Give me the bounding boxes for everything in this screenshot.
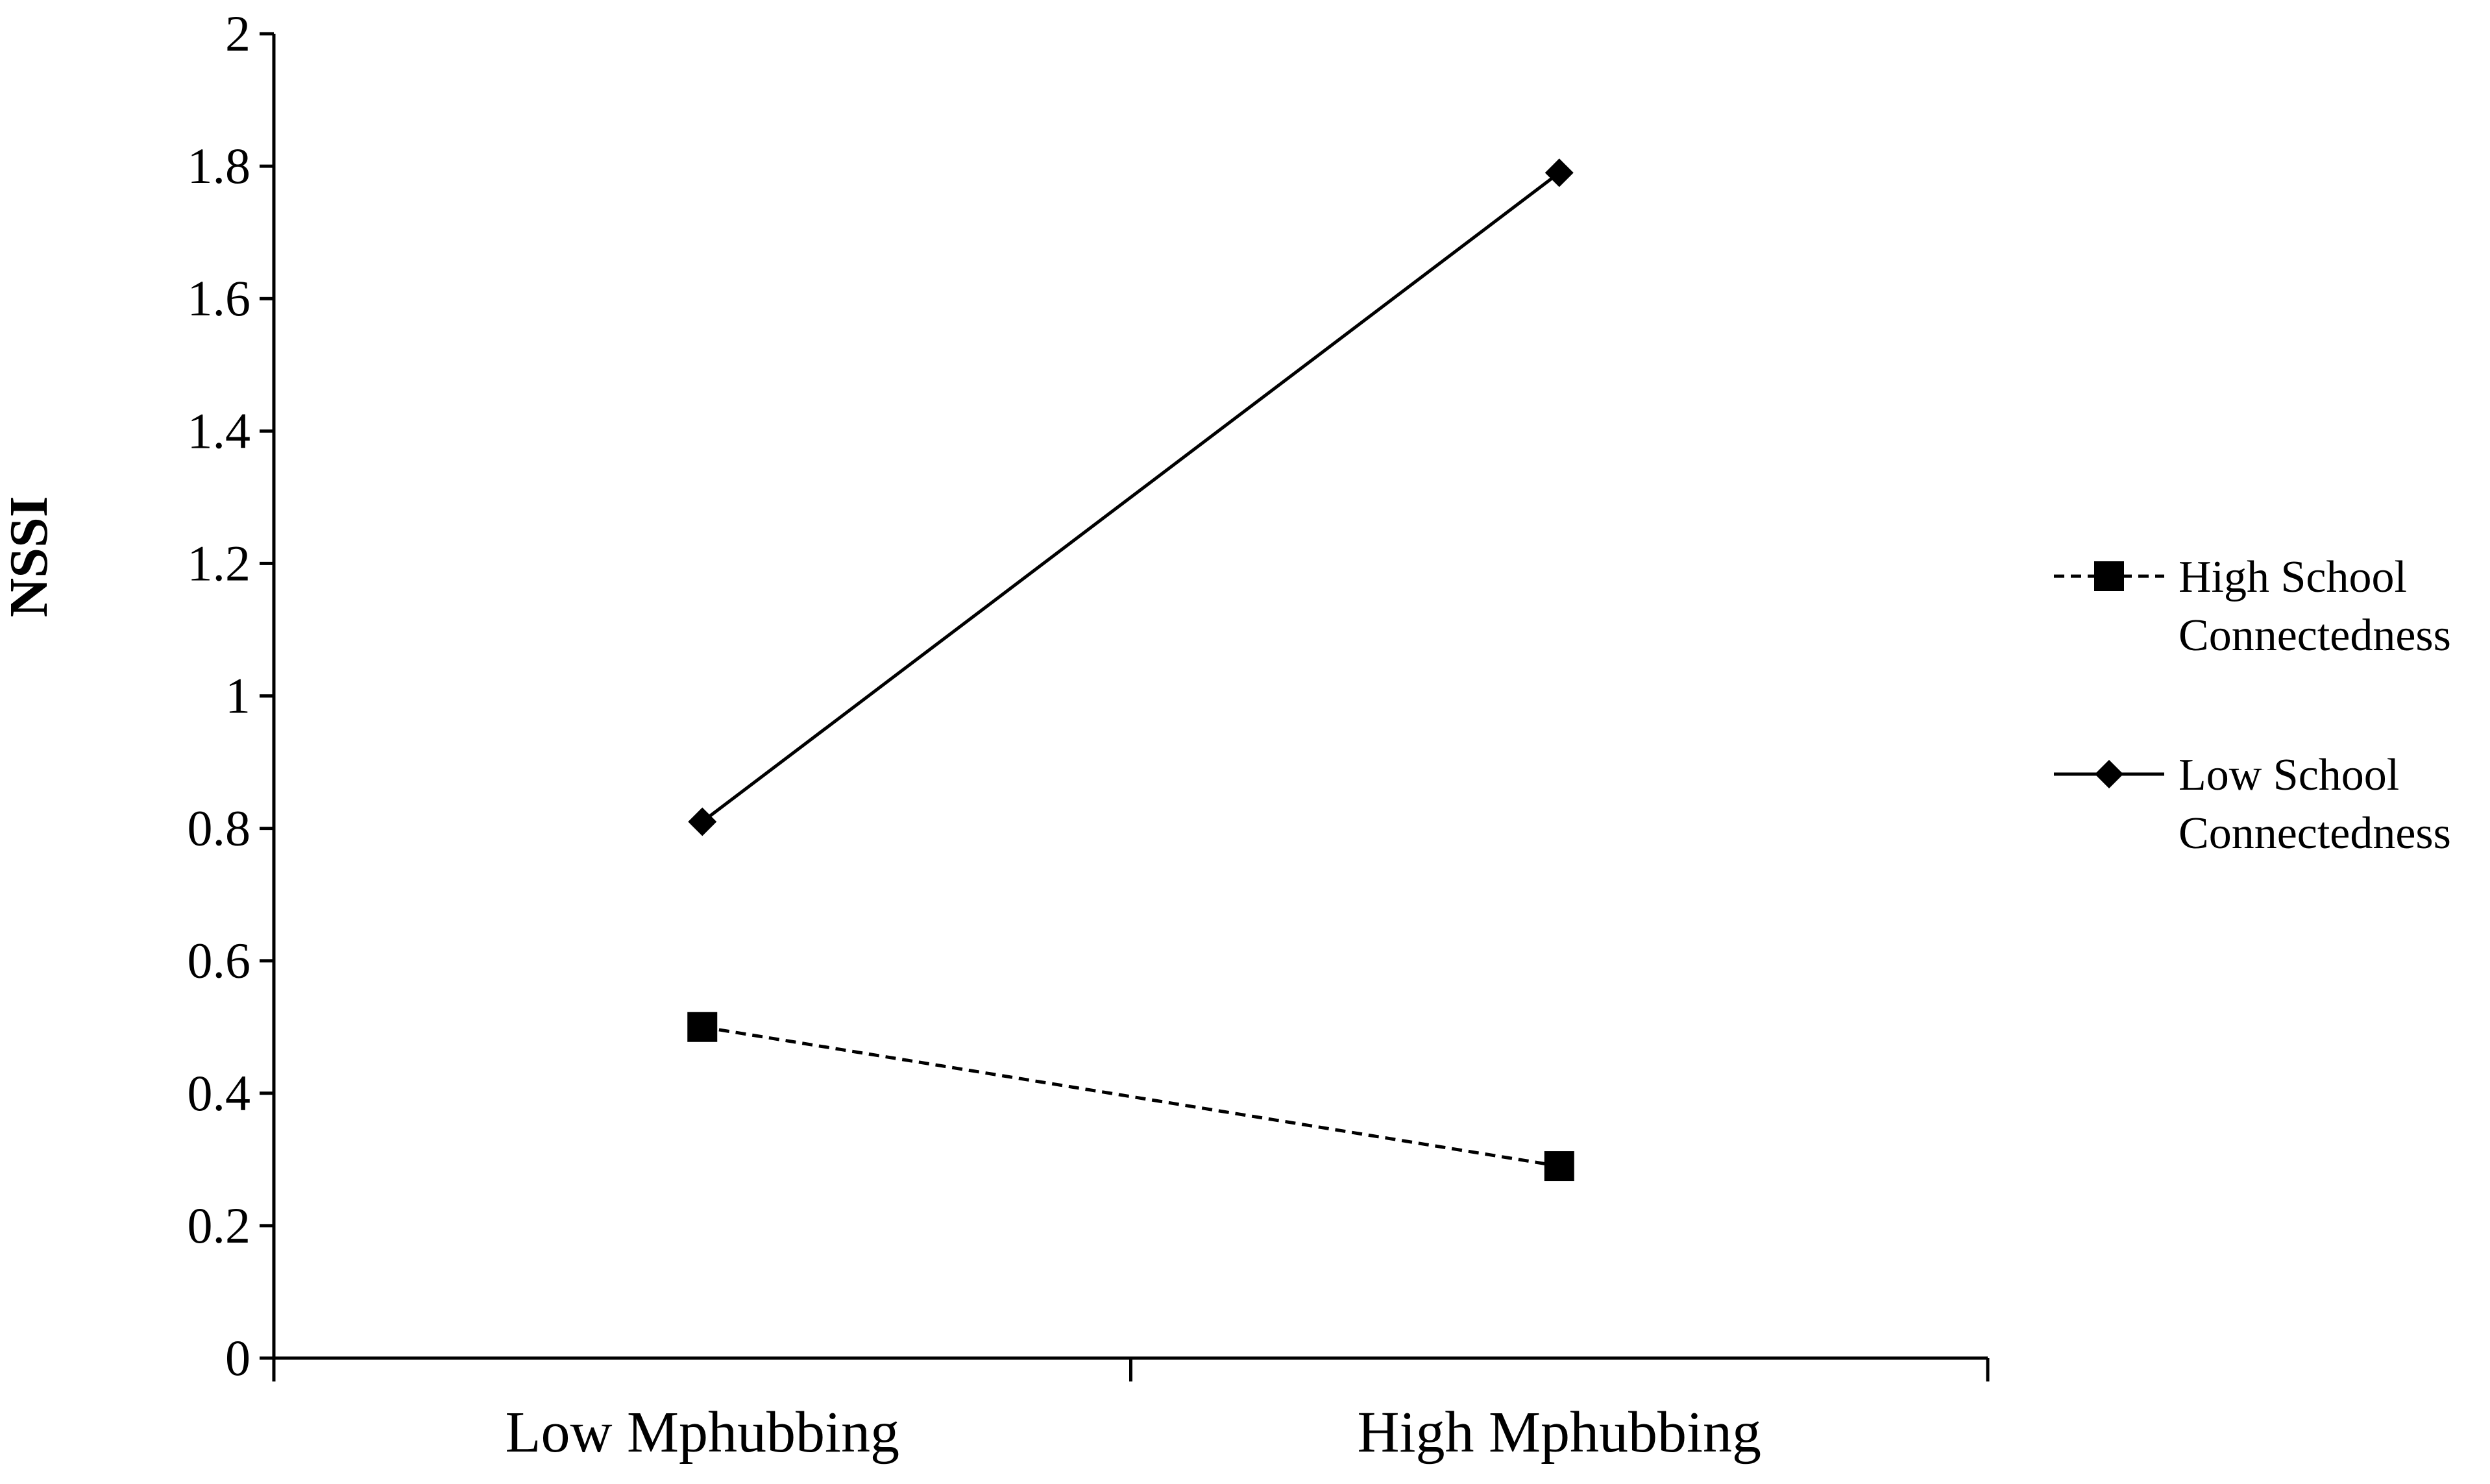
y-tick-label: 1.6 [188, 270, 251, 326]
axes [272, 34, 1988, 1360]
x-tick-label: High Mphubbing [1357, 1400, 1761, 1465]
series-1 [688, 158, 1574, 836]
y-tick-label: 2 [225, 5, 250, 62]
y-tick-label: 1 [225, 668, 250, 724]
legend-label: High School [2179, 552, 2407, 602]
y-ticks: 0 0.2 0.4 0.6 0.8 1 1.2 1.4 1.6 1.8 2 [188, 5, 274, 1386]
legend: High School Connectedness Low School Connec… [2054, 552, 2451, 858]
legend-label: Connectedness [2179, 611, 2451, 661]
series-0-point-0 [687, 1012, 718, 1042]
series-1-line [701, 171, 1561, 823]
y-axis-label: NSSI [0, 496, 59, 618]
y-tick-label: 0.6 [188, 932, 251, 989]
series-0 [687, 1012, 1574, 1182]
y-tick-label: 1.2 [188, 535, 251, 591]
legend-item-0: High School Connectedness [2054, 552, 2451, 661]
legend-item-1: Low School Connectedness [2054, 750, 2451, 858]
series-0-point-1 [1544, 1151, 1574, 1182]
series-1-point-1 [1544, 158, 1574, 188]
y-tick-label: 1.4 [188, 402, 251, 459]
y-tick-label: 0 [225, 1330, 250, 1386]
y-tick-label: 0.8 [188, 800, 251, 857]
y-tick-label: 0.2 [188, 1197, 251, 1254]
legend-marker-1 [2095, 760, 2123, 788]
series-0-line [702, 1025, 1560, 1168]
series-1-point-0 [688, 807, 717, 836]
y-tick-label: 0.4 [188, 1065, 251, 1121]
series-layer [687, 158, 1574, 1182]
legend-marker-0 [2094, 561, 2124, 591]
x-tick-label: Low Mphubbing [506, 1400, 900, 1465]
legend-label: Low School [2179, 750, 2399, 800]
y-tick-label: 1.8 [188, 138, 251, 194]
x-ticks: Low Mphubbing High Mphubbing [272, 1358, 1990, 1465]
legend-label: Connectedness [2179, 809, 2451, 858]
